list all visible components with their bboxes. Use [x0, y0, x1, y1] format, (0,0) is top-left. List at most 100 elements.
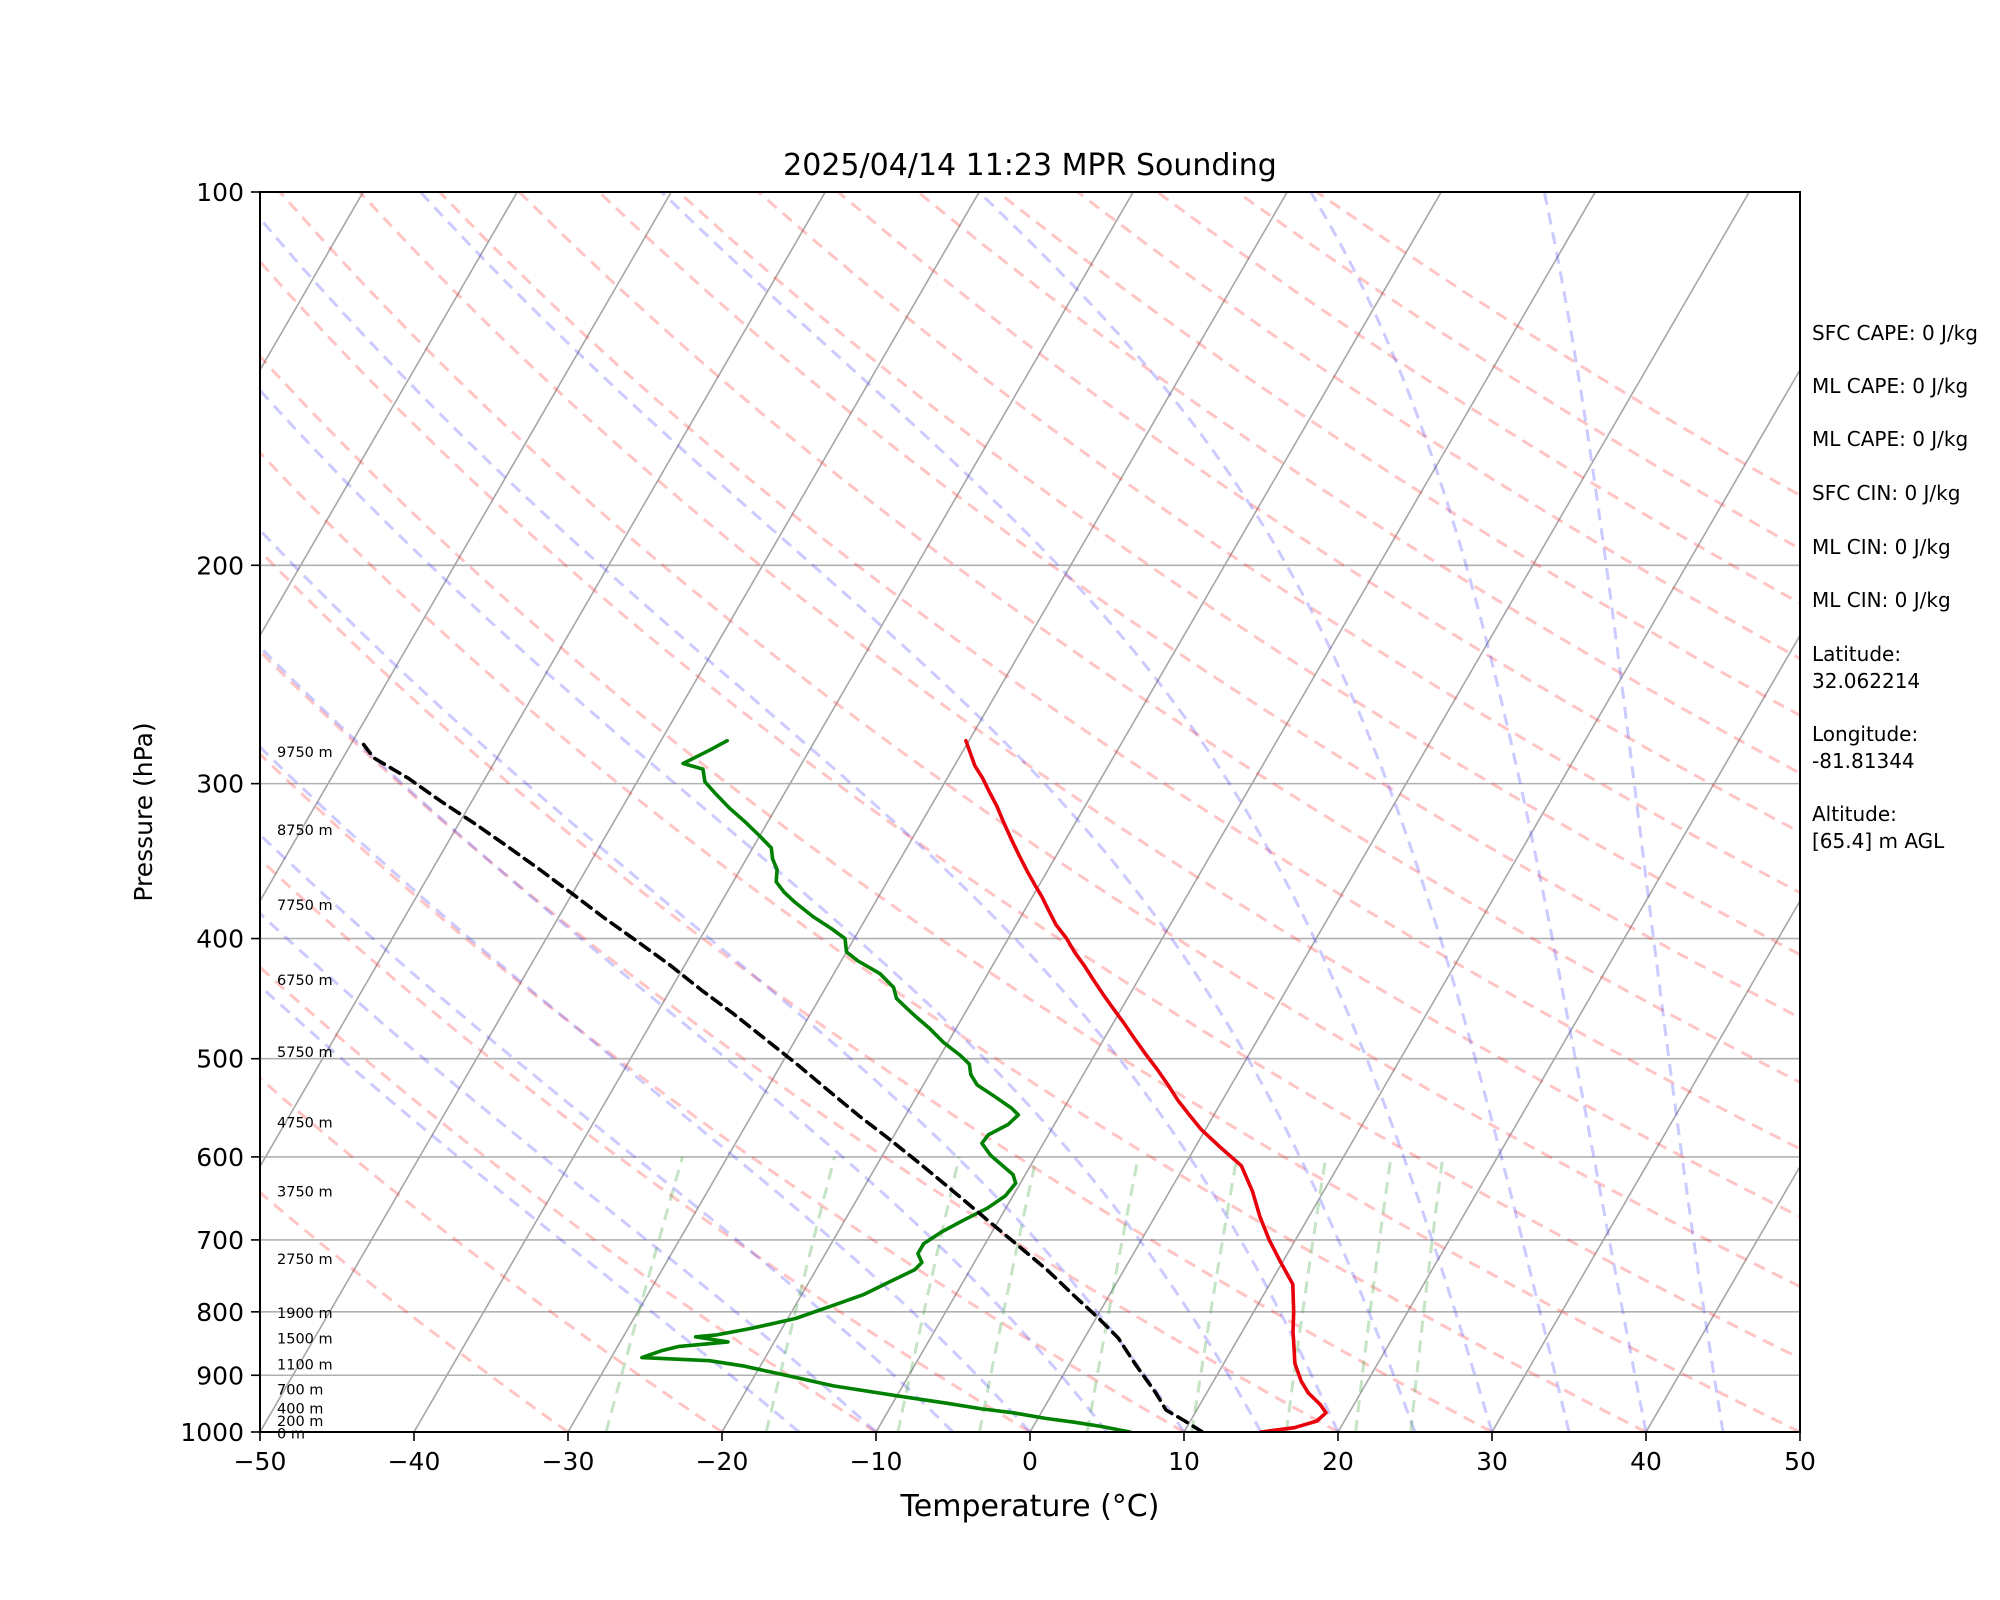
- height-label: 6750 m: [277, 973, 333, 989]
- height-label: 5750 m: [277, 1045, 333, 1061]
- height-label: 1100 m: [277, 1357, 333, 1373]
- moist-adiabat: [260, 832, 955, 1432]
- dry-adiabat: [757, 192, 1800, 895]
- longitude-label: Longitude:: [1812, 722, 1919, 746]
- mixing-ratio-line: [1284, 1156, 1328, 1432]
- x-tick-label: 40: [1630, 1447, 1662, 1476]
- moist-adiabat: [260, 528, 1186, 1432]
- isotherm-line: [1029, 192, 1750, 1432]
- mixing-ratio-line: [1190, 1156, 1239, 1432]
- x-tick-label: −40: [388, 1447, 441, 1476]
- height-label: 0 m: [277, 1427, 305, 1443]
- longitude-value: -81.81344: [1812, 749, 1915, 773]
- moist-adiabat: [977, 192, 1571, 1432]
- moist-adiabat: [260, 983, 800, 1432]
- sfc-cape-text: SFC CAPE: 0 J/kg: [1812, 321, 1978, 345]
- ml-cape-text-2: ML CAPE: 0 J/kg: [1812, 427, 1969, 451]
- y-tick-label: 500: [196, 1045, 244, 1074]
- y-tick-label: 900: [196, 1361, 244, 1390]
- x-tick-label: −50: [234, 1447, 287, 1476]
- dry-adiabat: [260, 259, 1800, 1360]
- pressure-gridlines: [260, 564, 1800, 1377]
- latitude-block: Latitude: 32.062214: [1812, 641, 1920, 695]
- height-label: 400 m: [277, 1401, 323, 1417]
- dry-adiabat: [260, 857, 1031, 1432]
- y-tick-label: 700: [196, 1226, 244, 1255]
- dry-adiabat: [996, 192, 1800, 718]
- mixing-ratio-line: [764, 1156, 836, 1432]
- dry-adiabat: [358, 192, 1800, 1219]
- x-tick-label: −30: [542, 1447, 595, 1476]
- dry-adiabat: [677, 192, 1800, 957]
- dry-adiabat: [260, 752, 1185, 1432]
- y-axis-label: Pressure (hPa): [129, 722, 158, 901]
- chart-title: 2025/04/14 11:23 MPR Sounding: [783, 148, 1277, 183]
- isotherm-line: [1645, 1164, 1800, 1432]
- mixing-ratio-line: [977, 1156, 1038, 1432]
- y-tick-label: 200: [196, 551, 244, 580]
- dry-adiabat: [837, 192, 1800, 835]
- height-label: 700 m: [277, 1382, 323, 1398]
- mixing-ratio-line: [1085, 1156, 1140, 1432]
- dry-adiabat: [260, 1190, 569, 1432]
- height-label: 200 m: [277, 1414, 323, 1430]
- latitude-value: 32.062214: [1812, 669, 1921, 693]
- mixing-ratio-line: [1354, 1156, 1393, 1432]
- moist-adiabat: [419, 192, 1417, 1432]
- moist-adiabat: [1309, 192, 1648, 1432]
- dewpoint-series-line: [640, 738, 1132, 1432]
- y-tick-label: 600: [196, 1143, 244, 1172]
- latitude-label: Latitude:: [1812, 642, 1902, 666]
- mixing-ratio-line: [1409, 1156, 1445, 1432]
- x-tick-label: 10: [1168, 1447, 1200, 1476]
- x-tick-label: 50: [1784, 1447, 1816, 1476]
- isotherm-line: [260, 192, 518, 638]
- ml-cin-text: ML CIN: 0 J/kg: [1812, 535, 1951, 559]
- isotherm-line: [721, 192, 1442, 1432]
- axis-ticks: −50 −40 −30 −20 −10 0 10 20 30 40 50 1000 900 800 700 6…: [180, 178, 1816, 1476]
- isotherm-line: [1183, 368, 1800, 1432]
- moist-adiabat: [260, 744, 1032, 1432]
- isotherm-line: [1491, 899, 1800, 1432]
- height-label: 8750 m: [277, 823, 333, 839]
- dry-adiabat: [518, 192, 1800, 1085]
- sfc-cin-text: SFC CIN: 0 J/kg: [1812, 481, 1961, 505]
- y-tick-label: 300: [196, 770, 244, 799]
- height-label: 7750 m: [277, 898, 333, 914]
- moist-adiabat: [260, 911, 878, 1432]
- background-lines: [260, 192, 1800, 1432]
- x-tick-label: 30: [1476, 1447, 1508, 1476]
- longitude-block: Longitude: -81.81344: [1812, 721, 1918, 775]
- isotherm-line: [567, 192, 1288, 1432]
- x-tick-label: −20: [696, 1447, 749, 1476]
- dry-adiabat: [438, 192, 1800, 1151]
- moist-adiabat: [260, 216, 1340, 1432]
- moist-adiabat: [1542, 192, 1725, 1432]
- y-tick-label: 1000: [180, 1418, 244, 1447]
- y-tick-label: 100: [196, 178, 244, 207]
- ml-cape-text: ML CAPE: 0 J/kg: [1812, 374, 1969, 398]
- ml-cin-text-2: ML CIN: 0 J/kg: [1812, 588, 1951, 612]
- height-label: 9750 m: [277, 745, 333, 761]
- mixing-ratio-line: [896, 1156, 961, 1432]
- temperature-series-line: [964, 738, 1328, 1432]
- height-label: 3750 m: [277, 1185, 333, 1201]
- isotherm-line: [260, 192, 980, 1432]
- moist-adiabat: [660, 192, 1494, 1432]
- series-layer: [358, 738, 1328, 1432]
- dry-adiabat: [260, 548, 1493, 1432]
- altitude-label: Altitude:: [1812, 802, 1897, 826]
- x-tick-label: 20: [1322, 1447, 1354, 1476]
- height-label: 4750 m: [277, 1116, 333, 1132]
- y-tick-label: 400: [196, 925, 244, 954]
- moist-adiabat: [260, 644, 1109, 1432]
- height-label: 2750 m: [277, 1252, 333, 1268]
- moist-adiabat: [260, 388, 1263, 1432]
- height-label: 1500 m: [277, 1332, 333, 1348]
- isotherm-line: [1337, 633, 1800, 1432]
- isotherm-line: [260, 192, 826, 1169]
- height-label: 1900 m: [277, 1306, 333, 1322]
